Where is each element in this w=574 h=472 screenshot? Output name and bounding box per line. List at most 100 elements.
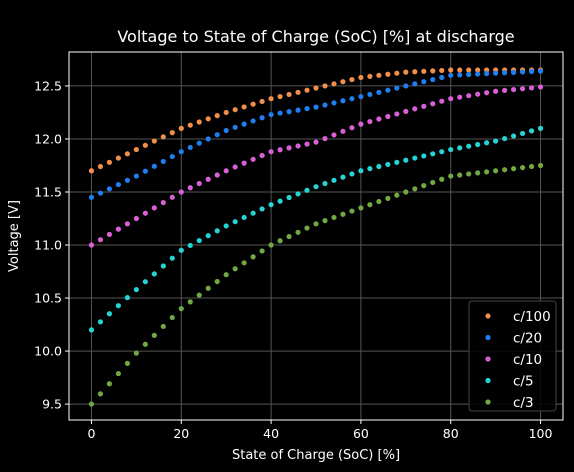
data-point [457, 145, 463, 151]
data-point [241, 121, 247, 127]
data-point [403, 108, 409, 114]
data-point [277, 110, 283, 116]
data-point [439, 149, 445, 155]
data-point [232, 164, 238, 170]
data-point [115, 303, 121, 309]
data-point [286, 233, 292, 240]
data-point [115, 226, 121, 232]
plot-frame [68, 51, 564, 421]
data-point [421, 183, 427, 189]
data-point [510, 69, 517, 75]
legend-label: c/10 [513, 352, 542, 368]
legend-marker [485, 356, 491, 362]
data-point [223, 272, 229, 278]
data-point [412, 69, 418, 75]
data-point [376, 89, 382, 95]
data-point [367, 73, 373, 79]
data-point [403, 157, 409, 163]
x-axis-title: State of Charge (SoC) [%] [232, 448, 400, 463]
data-point [475, 67, 481, 73]
data-point [133, 286, 139, 293]
data-point [133, 173, 139, 179]
data-point [250, 101, 256, 107]
legend-marker [485, 334, 491, 341]
data-point [187, 122, 193, 128]
y-tick-label: 12.0 [34, 131, 62, 146]
data-point [88, 194, 95, 200]
data-point [403, 189, 409, 195]
data-point [205, 233, 211, 239]
data-point [537, 125, 544, 131]
data-point [448, 96, 454, 102]
legend-label: c/5 [513, 374, 534, 390]
data-point [196, 180, 202, 187]
data-point [358, 168, 364, 174]
data-point [421, 153, 427, 159]
data-point [268, 96, 274, 102]
data-point [358, 121, 364, 127]
data-point [528, 68, 535, 75]
data-point [385, 161, 391, 168]
data-point [160, 134, 166, 140]
data-point [466, 67, 472, 73]
data-point [493, 88, 499, 94]
data-point [133, 215, 139, 222]
data-point [241, 260, 247, 266]
data-point [403, 69, 409, 75]
data-point [124, 295, 130, 301]
data-point [223, 109, 229, 116]
data-point [277, 93, 283, 100]
data-point [196, 237, 202, 244]
series-0 [88, 67, 544, 174]
data-point [376, 72, 382, 78]
data-point [88, 242, 95, 248]
data-point [295, 143, 301, 149]
data-point [232, 219, 238, 225]
data-point [528, 163, 535, 170]
data-point [160, 323, 166, 330]
data-point [340, 174, 346, 180]
data-point [519, 69, 526, 75]
data-point [448, 72, 454, 78]
data-point [430, 179, 436, 186]
data-point [349, 96, 355, 102]
data-point [322, 135, 328, 142]
data-point [142, 279, 148, 285]
data-point [88, 327, 95, 333]
x-tick-label: 0 [87, 426, 95, 441]
data-point [510, 166, 517, 172]
data-point [178, 189, 184, 195]
data-point [313, 139, 319, 145]
data-point [385, 71, 391, 77]
data-point [232, 107, 238, 113]
data-point [214, 278, 220, 285]
data-point [259, 115, 265, 121]
data-point [367, 118, 373, 125]
data-point [142, 341, 148, 347]
data-point [331, 81, 337, 87]
data-point [394, 111, 400, 117]
data-point [502, 135, 508, 142]
data-point [448, 67, 454, 73]
data-point [537, 68, 544, 74]
data-point [537, 84, 544, 90]
data-point [97, 237, 104, 243]
data-point [439, 98, 445, 104]
data-point [331, 100, 337, 106]
data-point [304, 87, 310, 93]
data-point [484, 71, 490, 77]
data-point [169, 314, 175, 321]
data-point [313, 104, 319, 110]
data-point [250, 210, 256, 216]
data-point [295, 229, 301, 235]
data-point [528, 85, 535, 91]
data-point [358, 93, 364, 100]
data-point [151, 163, 157, 169]
data-point [151, 332, 157, 338]
data-point [412, 155, 418, 161]
data-point [187, 144, 193, 151]
data-point [277, 238, 283, 244]
data-point [178, 125, 184, 131]
y-tick-label: 10.0 [34, 344, 62, 359]
